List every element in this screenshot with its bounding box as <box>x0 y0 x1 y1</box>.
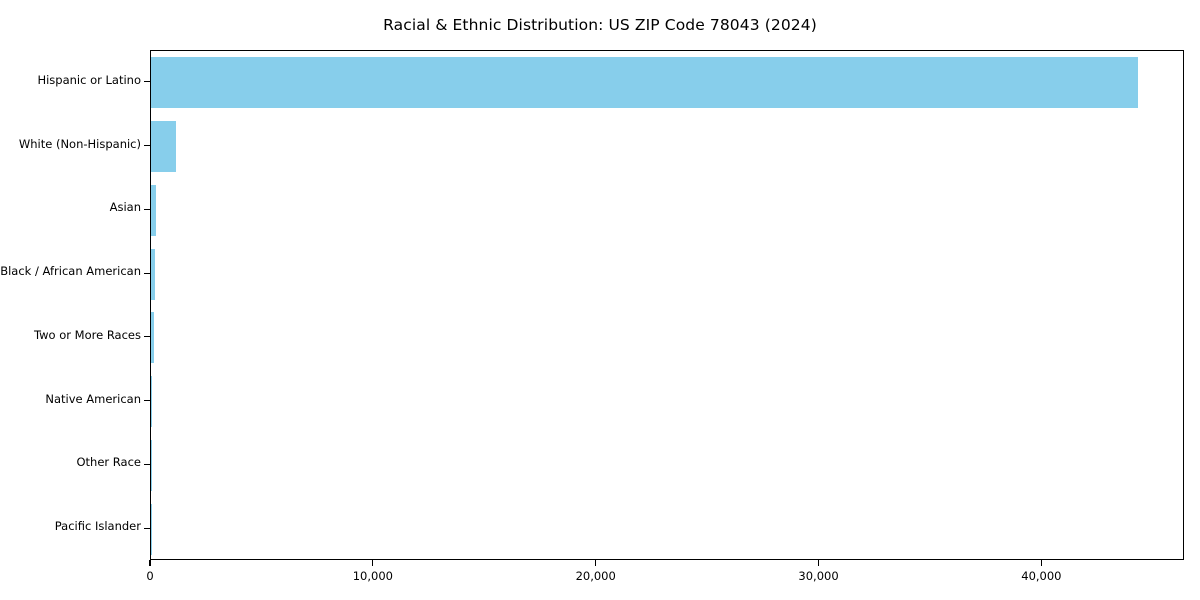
y-tick-mark <box>144 336 150 338</box>
x-tick-mark <box>1040 560 1042 566</box>
y-tick-label: Two or More Races <box>34 327 141 342</box>
x-tick-mark <box>817 560 820 566</box>
bar <box>151 439 152 491</box>
y-tick-mark <box>144 272 150 274</box>
x-axis: 0 10,000 20,000 30,000 40,000 <box>146 560 1184 600</box>
x-tick-label: 10,000 <box>352 569 393 583</box>
plot-area <box>150 50 1184 560</box>
x-tick-label: 0 <box>146 569 154 583</box>
y-tick-mark <box>144 400 150 402</box>
bar <box>151 376 153 428</box>
y-tick-label: Other Race <box>76 455 142 470</box>
bars-layer <box>151 51 1183 559</box>
x-tick-label: 30,000 <box>798 569 839 583</box>
y-tick-label: Native American <box>45 391 141 406</box>
bar <box>151 184 156 236</box>
x-tick-mark <box>149 560 151 566</box>
x-tick-mark <box>372 560 374 566</box>
y-tick-label: Asian <box>109 200 141 215</box>
bar <box>151 57 1139 109</box>
x-tick-label: 40,000 <box>1021 569 1062 583</box>
y-tick-mark <box>144 527 150 529</box>
y-tick-label: Pacific Islander <box>54 519 141 534</box>
y-tick-mark <box>144 81 150 83</box>
bar <box>151 312 154 364</box>
x-tick-label: 20,000 <box>575 569 616 583</box>
bar <box>151 248 155 300</box>
y-axis: Hispanic or Latino White (Non-Hispanic) As… <box>0 50 150 560</box>
chart-title: Racial & Ethnic Distribution: US ZIP Cod… <box>383 16 817 34</box>
y-tick-mark <box>144 145 150 147</box>
x-tick-mark <box>595 560 597 566</box>
y-tick-label: Hispanic or Latino <box>37 72 141 87</box>
y-tick-mark <box>144 208 150 210</box>
y-tick-label: White (Non-Hispanic) <box>18 136 141 151</box>
y-tick-mark <box>144 463 150 465</box>
bar <box>151 121 176 173</box>
y-tick-label: Black / African American <box>0 264 141 279</box>
